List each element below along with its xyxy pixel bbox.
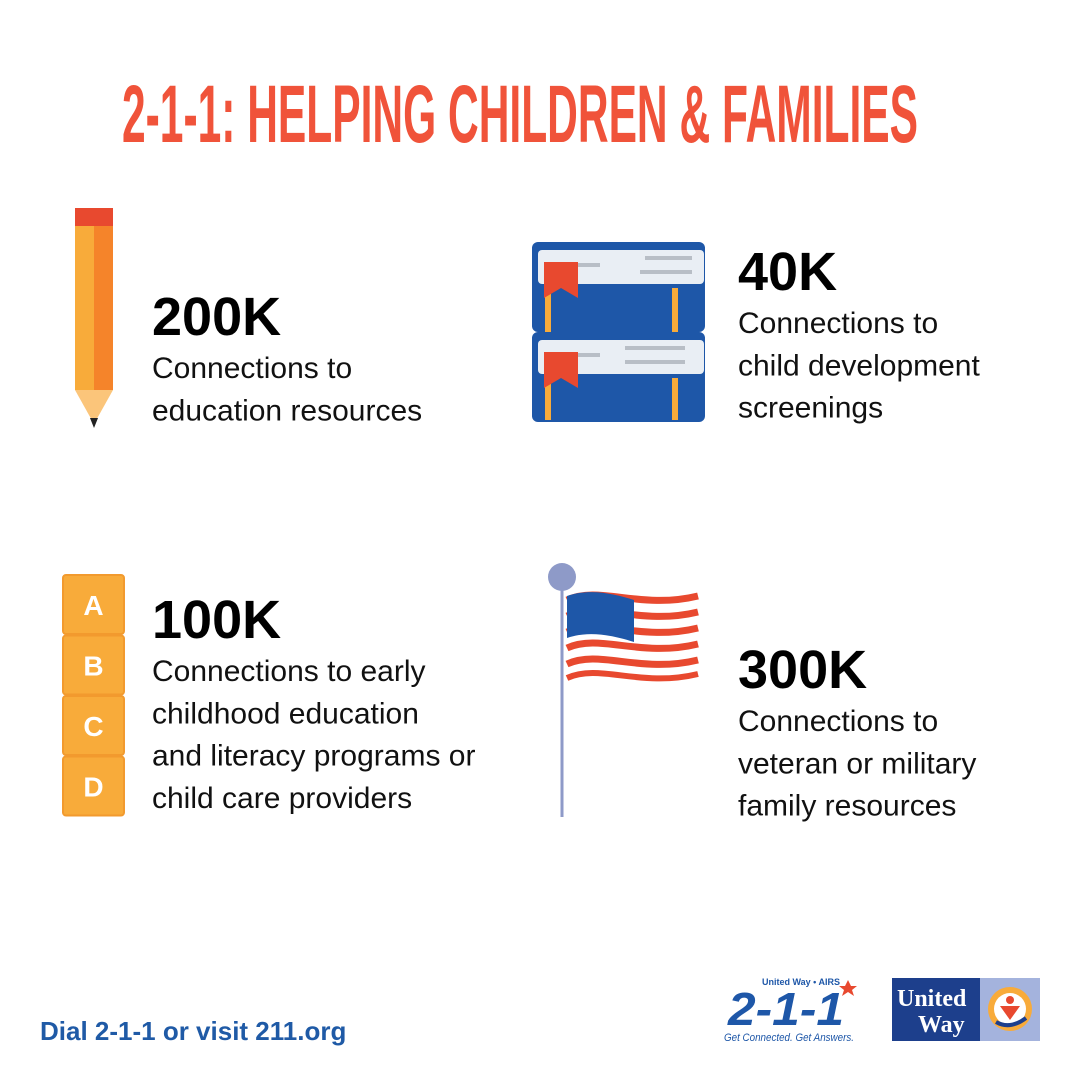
letter-block-label: A xyxy=(83,590,103,621)
stat-description: family resources xyxy=(738,790,956,823)
stat-description: child care providers xyxy=(152,782,412,815)
books-icon xyxy=(532,242,705,422)
title: 2-1-1: HELPING CHILDREN & FAMILIES xyxy=(122,69,918,160)
logo-211-tagline: Get Connected. Get Answers. xyxy=(724,1032,854,1044)
stat-description: Connections to xyxy=(152,352,352,385)
logo-211-main: 2-1-1 xyxy=(727,983,844,1035)
letter-block xyxy=(62,634,125,696)
stat-description: child development xyxy=(738,349,980,382)
footer-cta: Dial 2-1-1 or visit 211.org xyxy=(40,1016,346,1046)
stat-description: and literacy programs or xyxy=(152,740,475,773)
stat-description: education resources xyxy=(152,394,422,427)
letter-block-label: B xyxy=(83,651,103,682)
stat-description: childhood education xyxy=(152,697,419,730)
logo-uw-line: United xyxy=(897,986,967,1012)
logo-211: United Way • AIRS 2-1-1 Get Connected. G… xyxy=(724,977,857,1044)
stat-description: screenings xyxy=(738,392,883,425)
logo-211-top: United Way • AIRS xyxy=(762,977,840,987)
logo-united-way: United Way xyxy=(892,978,1040,1041)
stat-description: Connections to xyxy=(738,307,938,340)
stat-value: 200K xyxy=(152,287,281,347)
flag-icon xyxy=(548,563,699,817)
letter-block xyxy=(62,695,125,756)
logo-uw-line: Way xyxy=(918,1012,965,1038)
stat-description: Connections to early xyxy=(152,655,426,688)
pencil-icon xyxy=(75,208,113,428)
stat-description: Connections to xyxy=(738,705,938,738)
stat-value: 300K xyxy=(738,640,867,700)
stat-description: veteran or military xyxy=(738,747,976,780)
stat-value: 100K xyxy=(152,590,281,650)
letter-block-label: C xyxy=(83,711,103,742)
letter-block xyxy=(62,574,125,635)
stat-value: 40K xyxy=(738,242,837,302)
letter-block xyxy=(62,755,125,817)
letter-block-label: D xyxy=(83,772,103,803)
